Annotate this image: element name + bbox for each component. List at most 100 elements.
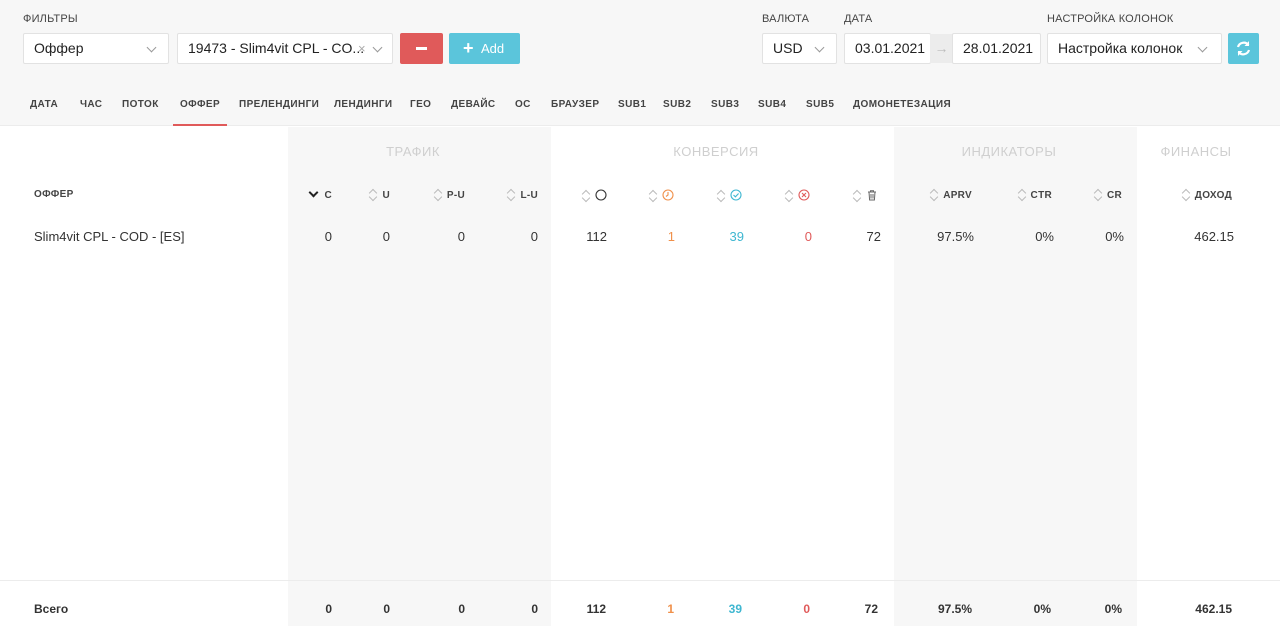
refresh-icon [1236, 41, 1251, 56]
header-pending-conversions[interactable] [649, 189, 674, 202]
sort-icon [1182, 189, 1191, 200]
clock-icon [662, 189, 674, 201]
indicators-column-group [894, 127, 1137, 626]
check-circle-icon [730, 189, 742, 201]
tab-sub4[interactable]: SUB4 [758, 99, 787, 110]
header-aprv[interactable]: APRV [930, 189, 972, 201]
header-trash-conversions[interactable] [853, 189, 878, 202]
totals-l-u: 0 [531, 602, 538, 616]
totals-cr: 0% [1104, 602, 1122, 616]
traffic-column-group [288, 127, 551, 626]
row-ctr: 0% [1035, 229, 1054, 244]
row-l-u: 0 [530, 229, 538, 244]
totals-rejected-conversions: 0 [803, 602, 810, 616]
tab-sub2[interactable]: SUB2 [663, 99, 692, 110]
totals-u: 0 [383, 602, 390, 616]
remove-filter-button[interactable] [400, 33, 443, 64]
totals-income: 462.15 [1195, 602, 1232, 616]
sort-icon [369, 189, 378, 200]
group-traffic-heading: ТРАФИК [386, 144, 440, 159]
tab-device[interactable]: ДЕВАЙС [451, 99, 496, 110]
row-total-conversions: 112 [586, 229, 607, 244]
totals-c: 0 [325, 602, 332, 616]
row-approved-conversions: 39 [729, 229, 744, 244]
sort-icon [582, 190, 591, 201]
chevron-down-icon [372, 42, 383, 53]
date-to-input[interactable]: 28.01.2021 [952, 33, 1041, 64]
totals-label: Всего [34, 602, 69, 616]
trash-icon [868, 190, 876, 201]
filters-label: ФИЛЬТРЫ [23, 13, 78, 25]
header-p-u[interactable]: P-U [434, 189, 465, 201]
tab-stream[interactable]: ПОТОК [122, 99, 159, 110]
filter-value-text: 19473 - Slim4vit CPL - CO... [188, 40, 365, 56]
sort-icon [434, 189, 443, 200]
header-cr[interactable]: CR [1094, 189, 1122, 201]
tab-hour[interactable]: ЧАС [80, 99, 103, 110]
refresh-button[interactable] [1228, 33, 1259, 64]
columns-settings-value: Настройка колонок [1058, 40, 1183, 56]
columns-settings-select[interactable]: Настройка колонок [1047, 33, 1222, 64]
totals-ctr: 0% [1033, 602, 1051, 616]
row-c: 0 [324, 229, 332, 244]
tab-sub3[interactable]: SUB3 [711, 99, 740, 110]
chevron-down-icon [814, 42, 825, 53]
row-p-u: 0 [457, 229, 465, 244]
filter-bar: ФИЛЬТРЫ Оффер 19473 - Slim4vit CPL - CO.… [0, 0, 1280, 126]
arrow-right-icon: → [930, 34, 953, 63]
sort-icon [930, 189, 939, 200]
tab-prelandings[interactable]: ПРЕЛЕНДИНГИ [239, 99, 320, 110]
date-from-input[interactable]: 03.01.2021 [844, 33, 931, 64]
sort-icon [649, 190, 658, 201]
filter-field-select[interactable]: Оффер [23, 33, 169, 64]
circle-icon [595, 189, 607, 201]
tab-date[interactable]: ДАТА [30, 99, 59, 110]
sort-icon [1018, 189, 1027, 200]
group-indicators-heading: ИНДИКАТОРЫ [961, 144, 1057, 159]
totals-row [0, 580, 1280, 626]
row-aprv: 97.5% [937, 229, 974, 244]
tab-sub1[interactable]: SUB1 [618, 99, 647, 110]
add-filter-button[interactable]: + Add [449, 33, 520, 64]
currency-label: ВАЛЮТА [762, 13, 810, 25]
totals-aprv: 97.5% [937, 602, 972, 616]
x-circle-icon [798, 189, 810, 201]
row-trash-conversions: 72 [866, 229, 881, 244]
header-offer[interactable]: ОФФЕР [34, 189, 74, 200]
tab-os[interactable]: ОС [515, 99, 531, 110]
header-income[interactable]: ДОХОД [1182, 189, 1232, 201]
header-u[interactable]: U [369, 189, 390, 201]
totals-approved-conversions: 39 [728, 602, 742, 616]
clear-icon[interactable]: × [358, 41, 366, 56]
sort-desc-icon [309, 187, 319, 198]
header-ctr[interactable]: CTR [1018, 189, 1052, 201]
group-finance-heading: ФИНАНСЫ [1160, 144, 1232, 159]
totals-trash-conversions: 72 [864, 602, 878, 616]
header-c[interactable]: C [309, 187, 332, 201]
chevron-down-icon [146, 42, 157, 53]
header-approved-conversions[interactable] [717, 189, 742, 202]
row-offer-name[interactable]: Slim4vit CPL - COD - [ES] [34, 229, 185, 244]
tab-domonetization[interactable]: ДОМОНЕТЕЗАЦИЯ [853, 99, 952, 110]
date-label: ДАТА [844, 13, 873, 25]
filter-field-value: Оффер [34, 40, 84, 56]
tab-browser[interactable]: БРАУЗЕР [551, 99, 600, 110]
columns-label: НАСТРОЙКА КОЛОНОК [1047, 13, 1174, 25]
header-rejected-conversions[interactable] [785, 189, 810, 202]
tab-offer[interactable]: ОФФЕР [173, 86, 228, 126]
date-from-value: 03.01.2021 [855, 40, 926, 56]
tab-sub5[interactable]: SUB5 [806, 99, 835, 110]
filter-value-select[interactable]: 19473 - Slim4vit CPL - CO... × [177, 33, 393, 64]
tab-geo[interactable]: ГЕО [410, 99, 432, 110]
row-income: 462.15 [1194, 229, 1234, 244]
chevron-down-icon [1197, 42, 1208, 53]
header-l-u[interactable]: L-U [507, 189, 538, 201]
currency-select[interactable]: USD [762, 33, 837, 64]
header-total-conversions[interactable] [582, 189, 607, 202]
sort-icon [717, 190, 726, 201]
tab-landings[interactable]: ЛЕНДИНГИ [334, 99, 393, 110]
sort-icon [785, 190, 794, 201]
sort-icon [507, 189, 516, 200]
add-filter-label: Add [481, 41, 505, 56]
row-rejected-conversions: 0 [804, 229, 812, 244]
